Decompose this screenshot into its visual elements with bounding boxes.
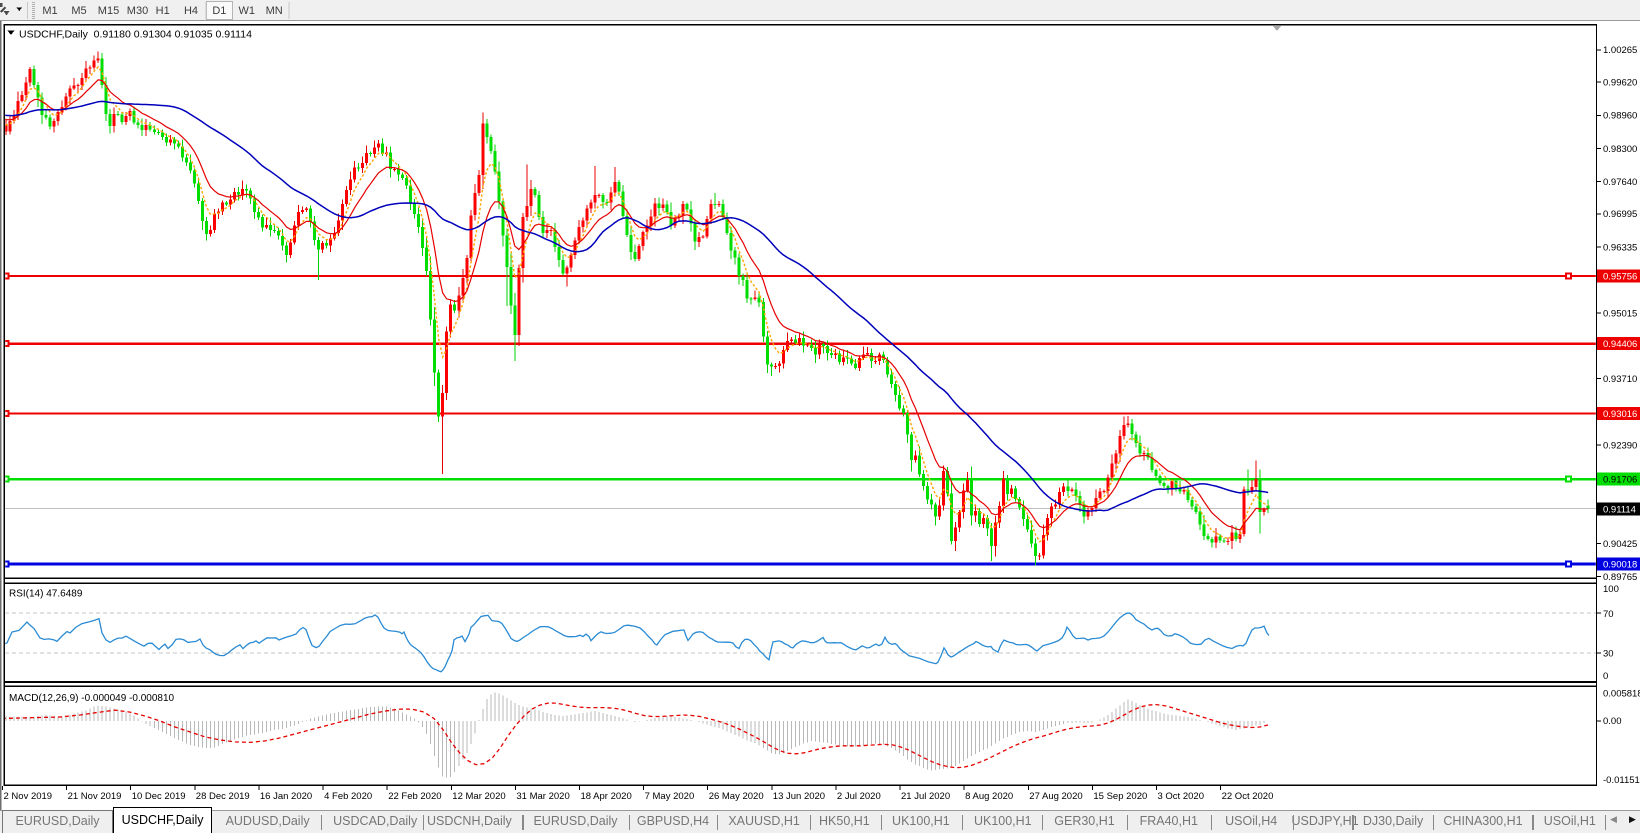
svg-text:10 Dec 2019: 10 Dec 2019 [132,791,186,802]
svg-text:MACD(12,26,9) -0.000049 -0.000: MACD(12,26,9) -0.000049 -0.000810 [9,693,175,704]
svg-text:0.99620: 0.99620 [1603,78,1637,89]
svg-text:22 Feb 2020: 22 Feb 2020 [388,791,441,802]
svg-text:0.91114: 0.91114 [1603,504,1636,515]
svg-text:70: 70 [1603,609,1614,620]
svg-text:7 May 2020: 7 May 2020 [645,791,695,802]
svg-text:0.96335: 0.96335 [1603,242,1637,253]
svg-text:12 Mar 2020: 12 Mar 2020 [452,791,505,802]
svg-text:0.90018: 0.90018 [1603,559,1637,570]
svg-text:28 Dec 2019: 28 Dec 2019 [196,791,250,802]
svg-text:RSI(14) 47.6489: RSI(14) 47.6489 [9,589,83,600]
svg-text:16 Jan 2020: 16 Jan 2020 [260,791,312,802]
svg-text:USDCHF,Daily 0.91180 0.91304: USDCHF,Daily 0.91180 0.91304 0.91035 0.9… [19,29,252,41]
svg-text:2 Nov 2019: 2 Nov 2019 [4,791,53,802]
svg-text:22 Oct 2020: 22 Oct 2020 [1222,791,1274,802]
svg-text:MN: MN [266,5,283,17]
svg-text:0.95015: 0.95015 [1603,309,1637,320]
svg-text:13 Jun 2020: 13 Jun 2020 [773,791,825,802]
svg-text:2 Jul 2020: 2 Jul 2020 [837,791,881,802]
svg-text:21 Nov 2019: 21 Nov 2019 [68,791,122,802]
svg-text:15 Sep 2020: 15 Sep 2020 [1093,791,1147,802]
svg-text:31 Mar 2020: 31 Mar 2020 [516,791,569,802]
svg-text:27 Aug 2020: 27 Aug 2020 [1029,791,1082,802]
svg-text:26 May 2020: 26 May 2020 [709,791,764,802]
svg-text:21 Jul 2020: 21 Jul 2020 [901,791,950,802]
svg-text:-0.011514: -0.011514 [1603,775,1640,786]
svg-text:18 Apr 2020: 18 Apr 2020 [581,791,632,802]
svg-text:30: 30 [1603,648,1614,659]
svg-text:0.00: 0.00 [1603,716,1622,727]
svg-text:0.93710: 0.93710 [1603,374,1637,385]
svg-text:W1: W1 [238,5,255,17]
svg-text:3 Oct 2020: 3 Oct 2020 [1158,791,1204,802]
svg-text:H4: H4 [184,5,198,17]
svg-text:4 Feb 2020: 4 Feb 2020 [324,791,372,802]
svg-text:D1: D1 [212,5,226,17]
svg-text:M5: M5 [71,5,86,17]
svg-text:0.92390: 0.92390 [1603,440,1637,451]
svg-text:0.98960: 0.98960 [1603,111,1637,122]
svg-text:0.93016: 0.93016 [1603,409,1637,420]
svg-text:0.97640: 0.97640 [1603,177,1637,188]
svg-text:100: 100 [1603,584,1619,595]
svg-text:0.91706: 0.91706 [1603,475,1637,486]
svg-text:0.89765: 0.89765 [1603,572,1637,583]
svg-text:8 Aug 2020: 8 Aug 2020 [965,791,1013,802]
svg-text:0.95756: 0.95756 [1603,271,1637,282]
svg-text:0.96995: 0.96995 [1603,209,1637,220]
svg-text:0.98300: 0.98300 [1603,144,1637,155]
svg-text:0.90425: 0.90425 [1603,539,1637,550]
svg-text:0.005818: 0.005818 [1603,689,1640,700]
svg-text:0.94406: 0.94406 [1603,339,1637,350]
svg-text:0: 0 [1603,671,1608,682]
svg-text:1.00265: 1.00265 [1603,45,1637,56]
svg-text:M30: M30 [127,5,148,17]
svg-text:H1: H1 [156,5,170,17]
svg-text:M1: M1 [42,5,57,17]
svg-text:M15: M15 [98,5,119,17]
